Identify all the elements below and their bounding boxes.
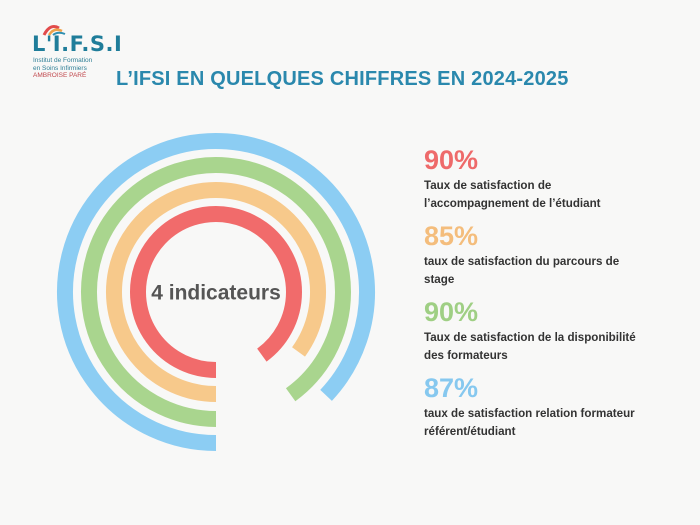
indicator-label-line: des formateurs bbox=[424, 349, 508, 362]
page-title: L’IFSI EN QUELQUES CHIFFRES EN 2024-2025 bbox=[116, 68, 569, 90]
center-label: 4 indicateurs bbox=[151, 282, 281, 305]
logo-text: L'I.F.S.I bbox=[32, 32, 123, 56]
logo-subtitle: Institut de Formation en Soins Infirmier… bbox=[33, 57, 123, 80]
logo-sub-line: AMBROISE PARÉ bbox=[33, 72, 87, 79]
indicator-label: Taux de satisfaction de la disponibilité… bbox=[424, 329, 684, 365]
radial-bar-2 bbox=[106, 182, 326, 402]
logo-sub-line: en Soins Infirmiers bbox=[33, 64, 87, 72]
indicator-value: 85% bbox=[424, 221, 479, 251]
indicator: 90% Taux de satisfaction de l’accompagne… bbox=[424, 145, 684, 213]
indicator-value: 90% bbox=[424, 145, 479, 175]
radial-bar-1 bbox=[130, 206, 302, 378]
indicator-label-line: Taux de satisfaction de bbox=[424, 179, 552, 192]
indicator-label-line: taux de satisfaction relation formateur bbox=[424, 407, 635, 420]
indicator-label-line: l’accompagnement de l’étudiant bbox=[424, 197, 601, 210]
logo-sub-line: Institut de Formation bbox=[33, 57, 93, 64]
indicator-label-line: référent/étudiant bbox=[424, 425, 516, 438]
indicator: 85% taux de satisfaction du parcours de … bbox=[424, 221, 684, 289]
indicator: 87% taux de satisfaction relation format… bbox=[424, 373, 684, 441]
indicator: 90% Taux de satisfaction de la disponibi… bbox=[424, 297, 684, 365]
radial-bar-4 bbox=[57, 133, 375, 451]
indicator-label: taux de satisfaction relation formateur … bbox=[424, 405, 684, 441]
indicator-value: 90% bbox=[424, 297, 479, 327]
logo: L'I.F.S.I Institut de Formation en Soins… bbox=[32, 22, 122, 84]
indicator-label: taux de satisfaction du parcours de stag… bbox=[424, 253, 684, 289]
indicator-label: Taux de satisfaction de l’accompagnement… bbox=[424, 177, 684, 213]
book-icon bbox=[42, 25, 66, 36]
indicator-value: 87% bbox=[424, 373, 479, 403]
radial-bar-3 bbox=[81, 157, 351, 427]
indicator-label-line: taux de satisfaction du parcours de bbox=[424, 255, 620, 268]
indicator-label-line: Taux de satisfaction de la disponibilité bbox=[424, 331, 636, 344]
indicator-label-line: stage bbox=[424, 273, 455, 286]
